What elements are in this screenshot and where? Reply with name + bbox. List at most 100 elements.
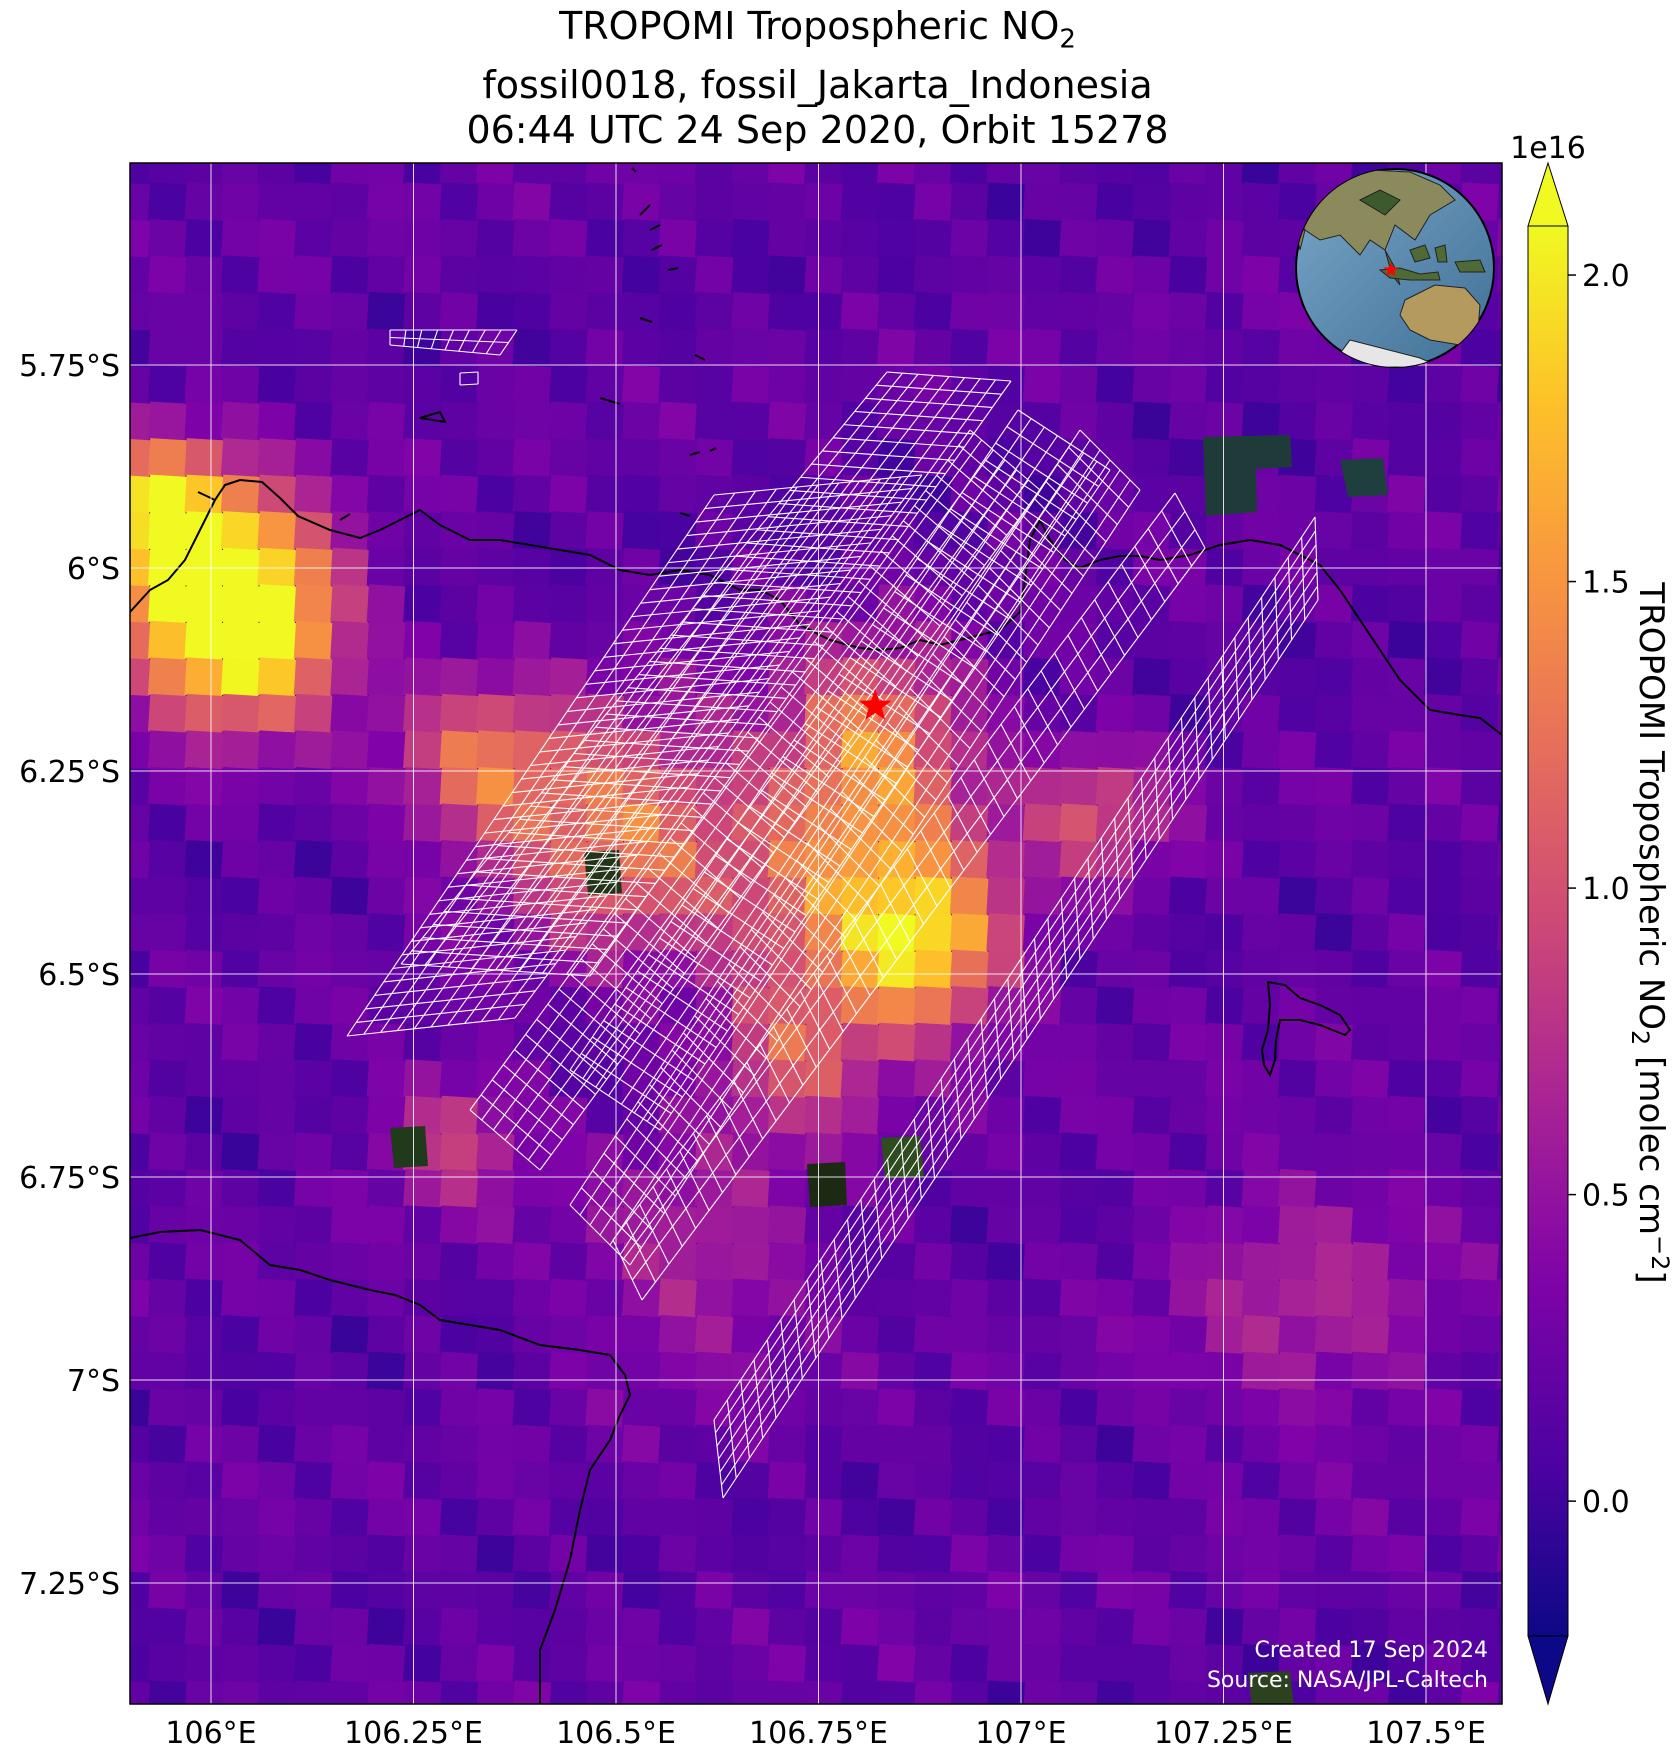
no2-pixel <box>804 913 844 953</box>
no2-pixel <box>512 163 552 186</box>
no2-pixel <box>220 1205 261 1246</box>
no2-pixel <box>1168 291 1209 332</box>
no2-pixel <box>876 291 917 332</box>
no2-pixel <box>293 1205 334 1246</box>
no2-pixel <box>257 328 298 369</box>
no2-pixel <box>403 730 443 771</box>
no2-pixel <box>1205 1643 1245 1684</box>
no2-pixel <box>184 1022 225 1063</box>
no2-pixel <box>621 1388 662 1428</box>
no2-pixel <box>767 1607 808 1648</box>
no2-pixel <box>130 840 152 880</box>
no2-pixel <box>403 1241 443 1282</box>
x-tick-label: 107°E <box>975 1716 1066 1751</box>
no2-pixel <box>147 1461 188 1501</box>
no2-pixel <box>184 1607 225 1648</box>
no2-pixel <box>1496 218 1502 257</box>
no2-pixel <box>366 620 407 661</box>
no2-pixel <box>1387 986 1427 1026</box>
no2-pixel <box>1095 365 1136 405</box>
no2-pixel <box>548 1351 589 1392</box>
imagery-patch <box>1248 1671 1294 1704</box>
swath-grid <box>569 429 1141 1266</box>
no2-pixel <box>804 1059 844 1100</box>
no2-pixel <box>257 986 298 1026</box>
no2-pixel <box>476 1570 516 1611</box>
no2-pixel <box>695 1717 735 1752</box>
no2-pixel <box>184 182 225 223</box>
no2-pixel <box>1277 657 1318 698</box>
no2-pixel <box>1314 1643 1355 1684</box>
no2-pixel <box>512 1388 553 1428</box>
no2-pixel <box>1205 401 1245 442</box>
no2-pixel <box>220 1570 261 1611</box>
no2-pixel <box>1314 620 1355 661</box>
no2-pixel <box>731 163 771 186</box>
no2-pixel <box>621 584 662 625</box>
no2-pixel <box>1460 1205 1500 1246</box>
no2-pixel <box>293 1643 334 1684</box>
no2-pixel <box>293 620 334 661</box>
no2-pixel <box>257 693 298 734</box>
no2-pixel <box>512 1461 553 1501</box>
no2-pixel <box>130 621 152 661</box>
no2-pixel <box>330 1059 370 1100</box>
no2-pixel <box>949 328 990 369</box>
no2-pixel <box>840 1132 881 1173</box>
no2-pixel <box>804 218 844 259</box>
no2-pixel <box>1387 766 1427 807</box>
no2-pixel <box>220 182 261 223</box>
no2-pixel <box>548 1205 589 1246</box>
no2-pixel <box>621 365 662 405</box>
no2-pixel <box>130 731 152 771</box>
no2-pixel <box>1387 438 1427 478</box>
imagery-patch <box>390 1126 428 1168</box>
no2-pixel <box>1022 913 1063 953</box>
no2-pixel <box>1022 163 1062 186</box>
no2-pixel <box>147 1095 188 1136</box>
no2-pixel <box>913 766 954 807</box>
no2-pixel <box>1095 1534 1136 1575</box>
no2-pixel <box>986 291 1027 332</box>
no2-pixel <box>130 767 152 807</box>
no2-pixel <box>767 876 808 917</box>
no2-pixel <box>1314 511 1355 551</box>
no2-pixel <box>548 1315 589 1355</box>
no2-pixel <box>147 438 188 478</box>
no2-pixel <box>913 365 954 405</box>
no2-pixel <box>1241 1570 1282 1611</box>
no2-pixel <box>1315 1680 1355 1704</box>
no2-pixel <box>658 1241 698 1282</box>
no2-pixel <box>1277 1168 1318 1209</box>
no2-pixel <box>130 1060 152 1100</box>
no2-pixel <box>804 1461 844 1501</box>
no2-pixel <box>1059 657 1099 698</box>
x-tick-label: 106.5°E <box>556 1716 676 1751</box>
no2-pixel <box>366 1607 407 1648</box>
no2-pixel <box>986 163 1026 186</box>
no2-pixel <box>585 474 626 515</box>
no2-pixel <box>330 1497 370 1538</box>
no2-pixel <box>1387 1607 1427 1648</box>
no2-pixel <box>913 1059 954 1100</box>
no2-pixel <box>512 1570 553 1611</box>
colorbar: 1e16 0.0 0.5 1.0 1.5 2.0 TROPOMI Tropospheri… <box>1510 131 1674 1706</box>
no2-pixel <box>147 1278 188 1319</box>
no2-pixel <box>1022 255 1063 296</box>
no2-pixel <box>731 1278 771 1319</box>
no2-pixel <box>1423 474 1464 515</box>
inset-globe <box>1295 168 1495 368</box>
imagery-patches <box>390 435 1388 1704</box>
no2-pixel <box>767 218 808 259</box>
no2-pixel <box>1350 1095 1391 1136</box>
no2-pixel <box>1132 584 1172 625</box>
no2-pixel <box>293 949 334 990</box>
no2-pixel <box>1460 1570 1500 1611</box>
no2-pixel <box>220 255 261 296</box>
no2-pixel <box>184 438 225 478</box>
no2-pixel <box>1022 1643 1063 1684</box>
no2-pixel <box>1168 182 1209 223</box>
no2-pixel <box>1350 693 1391 734</box>
no2-pixel <box>366 913 407 953</box>
no2-pixel <box>1095 620 1136 661</box>
